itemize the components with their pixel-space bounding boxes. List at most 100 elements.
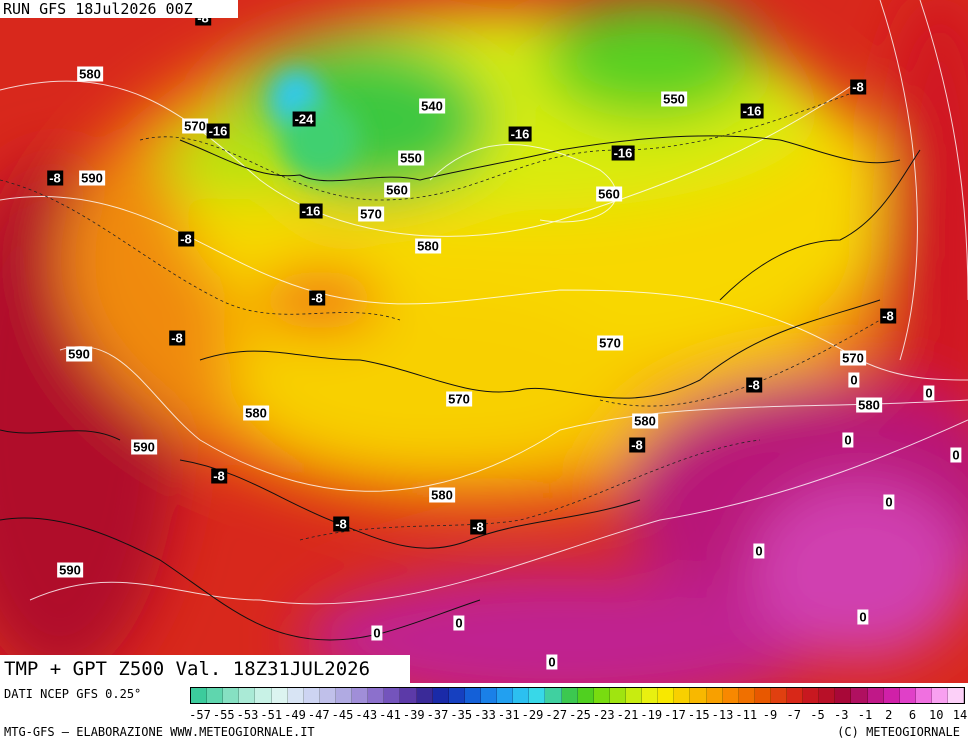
run-header: RUN GFS 18Jul2026 00Z (0, 0, 238, 18)
color-swatch (642, 688, 659, 703)
color-swatch (480, 688, 498, 703)
scale-label: -13 (711, 708, 734, 722)
contour-label: -8 (211, 468, 227, 484)
scale-label: -3 (834, 708, 849, 722)
color-swatch (384, 688, 401, 703)
contour-label: -8 (850, 79, 866, 95)
scale-label: 14 (952, 708, 968, 722)
color-swatch (416, 688, 433, 703)
contour-label: -8 (333, 516, 349, 532)
color-swatch (915, 688, 933, 703)
color-swatch (400, 688, 417, 703)
scale-label: -17 (664, 708, 686, 722)
color-swatch (625, 688, 643, 703)
scale-label: -23 (592, 708, 615, 722)
contour-label: -16 (740, 103, 764, 119)
scale-label: -33 (474, 708, 496, 722)
contour-label: 590 (131, 439, 157, 455)
color-swatch (867, 688, 884, 703)
color-swatch (674, 688, 691, 703)
contour-label: -8 (169, 330, 185, 346)
scale-label: 10 (929, 708, 944, 722)
color-swatch (690, 688, 707, 703)
contour-label: 560 (384, 182, 410, 198)
color-swatch (787, 688, 804, 703)
color-swatch (819, 688, 836, 703)
scale-label: -1 (857, 708, 873, 722)
color-swatch (835, 688, 852, 703)
scale-label: -57 (189, 708, 211, 722)
contour-label: 580 (415, 238, 441, 254)
color-swatch (883, 688, 900, 703)
contour-label: 570 (597, 335, 623, 351)
scale-label: -41 (379, 708, 401, 722)
weather-map (0, 0, 968, 683)
contour-label: 580 (243, 405, 269, 421)
color-swatch (803, 688, 820, 703)
color-swatch (319, 688, 336, 703)
scale-label: -25 (569, 708, 591, 722)
contour-label: 0 (883, 494, 895, 510)
scale-label: -21 (616, 708, 639, 722)
color-swatch (851, 688, 868, 703)
scale-labels: -57 -55 -53 -51 -49 -47 -45 -43 -41 -39 -37 -35 -33-… (189, 708, 968, 722)
color-swatch (368, 688, 385, 703)
color-swatch (239, 688, 256, 703)
contour-label: 540 (419, 98, 445, 114)
scale-label: -9 (762, 708, 778, 722)
contour-label: -8 (178, 231, 194, 247)
contour-label: 0 (923, 385, 935, 401)
color-swatch (303, 688, 320, 703)
scale-label: -49 (284, 708, 306, 722)
contour-label: -8 (470, 519, 486, 535)
scale-label: -35 (450, 708, 473, 722)
contour-label: -8 (47, 170, 63, 186)
color-swatch (255, 688, 272, 703)
contour-label: 550 (398, 150, 424, 166)
contour-label: 580 (77, 66, 103, 82)
contour-label: 0 (371, 625, 383, 641)
contour-label: 0 (848, 372, 860, 388)
color-swatch (899, 688, 916, 703)
color-swatch (464, 688, 481, 703)
color-swatch (191, 688, 208, 703)
data-source: DATI NCEP GFS 0.25° (4, 687, 142, 701)
color-swatch (722, 688, 739, 703)
contour-label: 590 (57, 562, 83, 578)
scale-label: -7 (786, 708, 801, 722)
scale-label: 6 (908, 708, 917, 722)
color-swatch (609, 688, 626, 703)
credits-right: (C) METEOGIORNALE (837, 725, 960, 739)
color-swatch (770, 688, 788, 703)
scale-label: -31 (497, 708, 520, 722)
color-swatch (207, 688, 224, 703)
scale-label: -29 (521, 708, 544, 722)
color-swatch (513, 688, 530, 703)
contour-label: -24 (292, 111, 316, 127)
scale-label: -11 (735, 708, 758, 722)
scale-label: -53 (236, 708, 259, 722)
map-title: TMP + GPT Z500 Val. 18Z31JUL2026 (0, 655, 410, 683)
color-swatch (223, 688, 240, 703)
contour-label: -16 (299, 203, 323, 219)
color-swatch (932, 688, 949, 703)
contour-label: 590 (79, 170, 105, 186)
contour-label: 590 (66, 346, 92, 362)
contour-label: 570 (446, 391, 472, 407)
contour-label: -16 (611, 145, 635, 161)
color-swatch (529, 688, 546, 703)
color-swatch (754, 688, 771, 703)
contour-label: 570 (182, 118, 208, 134)
contour-label: 0 (857, 609, 869, 625)
contour-label: 580 (856, 397, 882, 413)
contour-label: 570 (358, 206, 384, 222)
scale-label: -19 (640, 708, 663, 722)
scale-label: -43 (355, 708, 378, 722)
color-swatch (497, 688, 514, 703)
contour-label: 0 (753, 543, 765, 559)
contour-label: -8 (309, 290, 325, 306)
color-swatch (948, 688, 965, 703)
scale-label: -39 (402, 708, 425, 722)
color-swatch (335, 688, 353, 703)
